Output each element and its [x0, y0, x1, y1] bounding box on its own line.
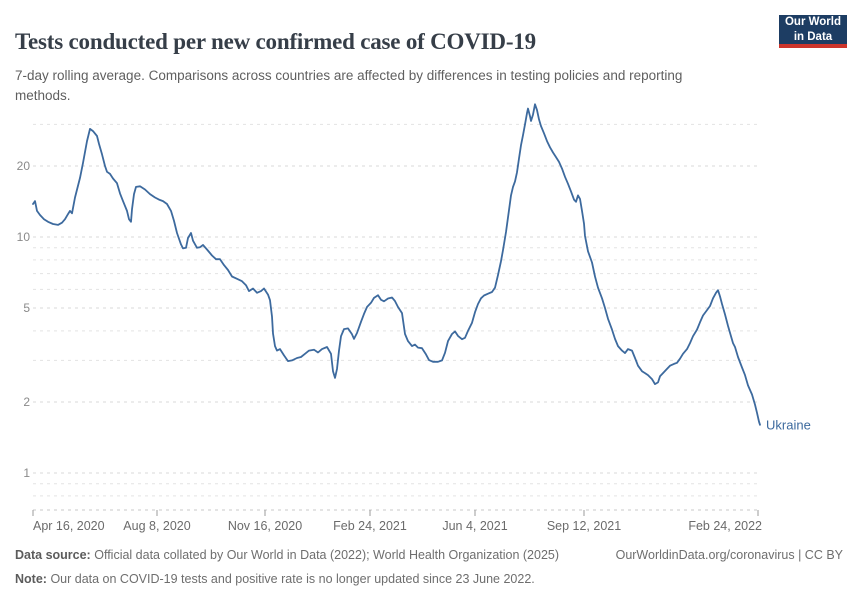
- x-tick-label: Feb 24, 2021: [333, 519, 407, 533]
- y-tick-label: 20: [17, 159, 31, 173]
- y-tick-label: 5: [23, 301, 30, 315]
- y-tick-label: 1: [23, 466, 30, 480]
- footer-note-row: Note: Our data on COVID-19 tests and pos…: [15, 571, 843, 588]
- series-label-ukraine: Ukraine: [766, 417, 811, 432]
- source-label: Data source:: [15, 548, 91, 562]
- note-value: Our data on COVID-19 tests and positive …: [50, 571, 535, 586]
- source-value: Official data collated by Our World in D…: [94, 548, 560, 562]
- source-text: Data source: Official data collated by O…: [15, 547, 559, 564]
- y-tick-label: 2: [23, 395, 30, 409]
- x-tick-label: Jun 4, 2021: [442, 519, 507, 533]
- x-tick-label: Sep 12, 2021: [547, 519, 621, 533]
- owid-logo-line2: in Data: [793, 30, 833, 43]
- owid-logo: Our World in Data: [779, 15, 847, 48]
- page-title: Tests conducted per new confirmed case o…: [15, 29, 536, 55]
- x-tick-label: Nov 16, 2020: [228, 519, 302, 533]
- note-label: Note:: [15, 571, 47, 586]
- owid-coronavirus-link[interactable]: OurWorldinData.org/coronavirus | CC BY: [615, 548, 843, 562]
- owid-logo-line1: Our World: [784, 16, 841, 29]
- series-line-ukraine: [32, 103, 761, 426]
- chart-subtitle: 7-day rolling average. Comparisons acros…: [15, 67, 683, 104]
- y-tick-label: 10: [17, 230, 31, 244]
- x-tick-label: Aug 8, 2020: [123, 519, 190, 533]
- chart-footer: Data source: Official data collated by O…: [15, 547, 843, 588]
- footer-source-row: Data source: Official data collated by O…: [15, 547, 843, 564]
- x-tick-label: Apr 16, 2020: [33, 519, 105, 533]
- x-tick-label: Feb 24, 2022: [688, 519, 762, 533]
